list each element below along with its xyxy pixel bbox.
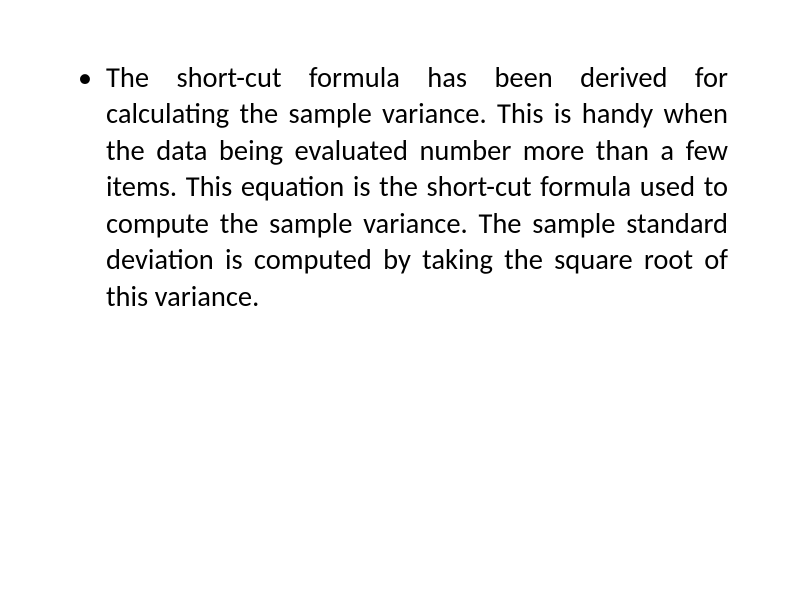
slide: The short-cut formula has been derived f…: [0, 0, 800, 600]
body-text: The short-cut formula has been derived f…: [106, 60, 728, 314]
bullet-list: The short-cut formula has been derived f…: [72, 60, 728, 315]
list-item: The short-cut formula has been derived f…: [72, 60, 728, 315]
